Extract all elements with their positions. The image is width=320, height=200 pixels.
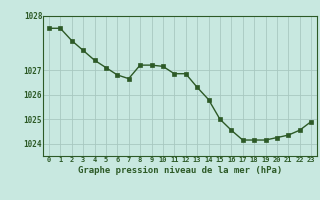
Text: 1028: 1028 — [25, 12, 43, 21]
X-axis label: Graphe pression niveau de la mer (hPa): Graphe pression niveau de la mer (hPa) — [78, 166, 282, 175]
